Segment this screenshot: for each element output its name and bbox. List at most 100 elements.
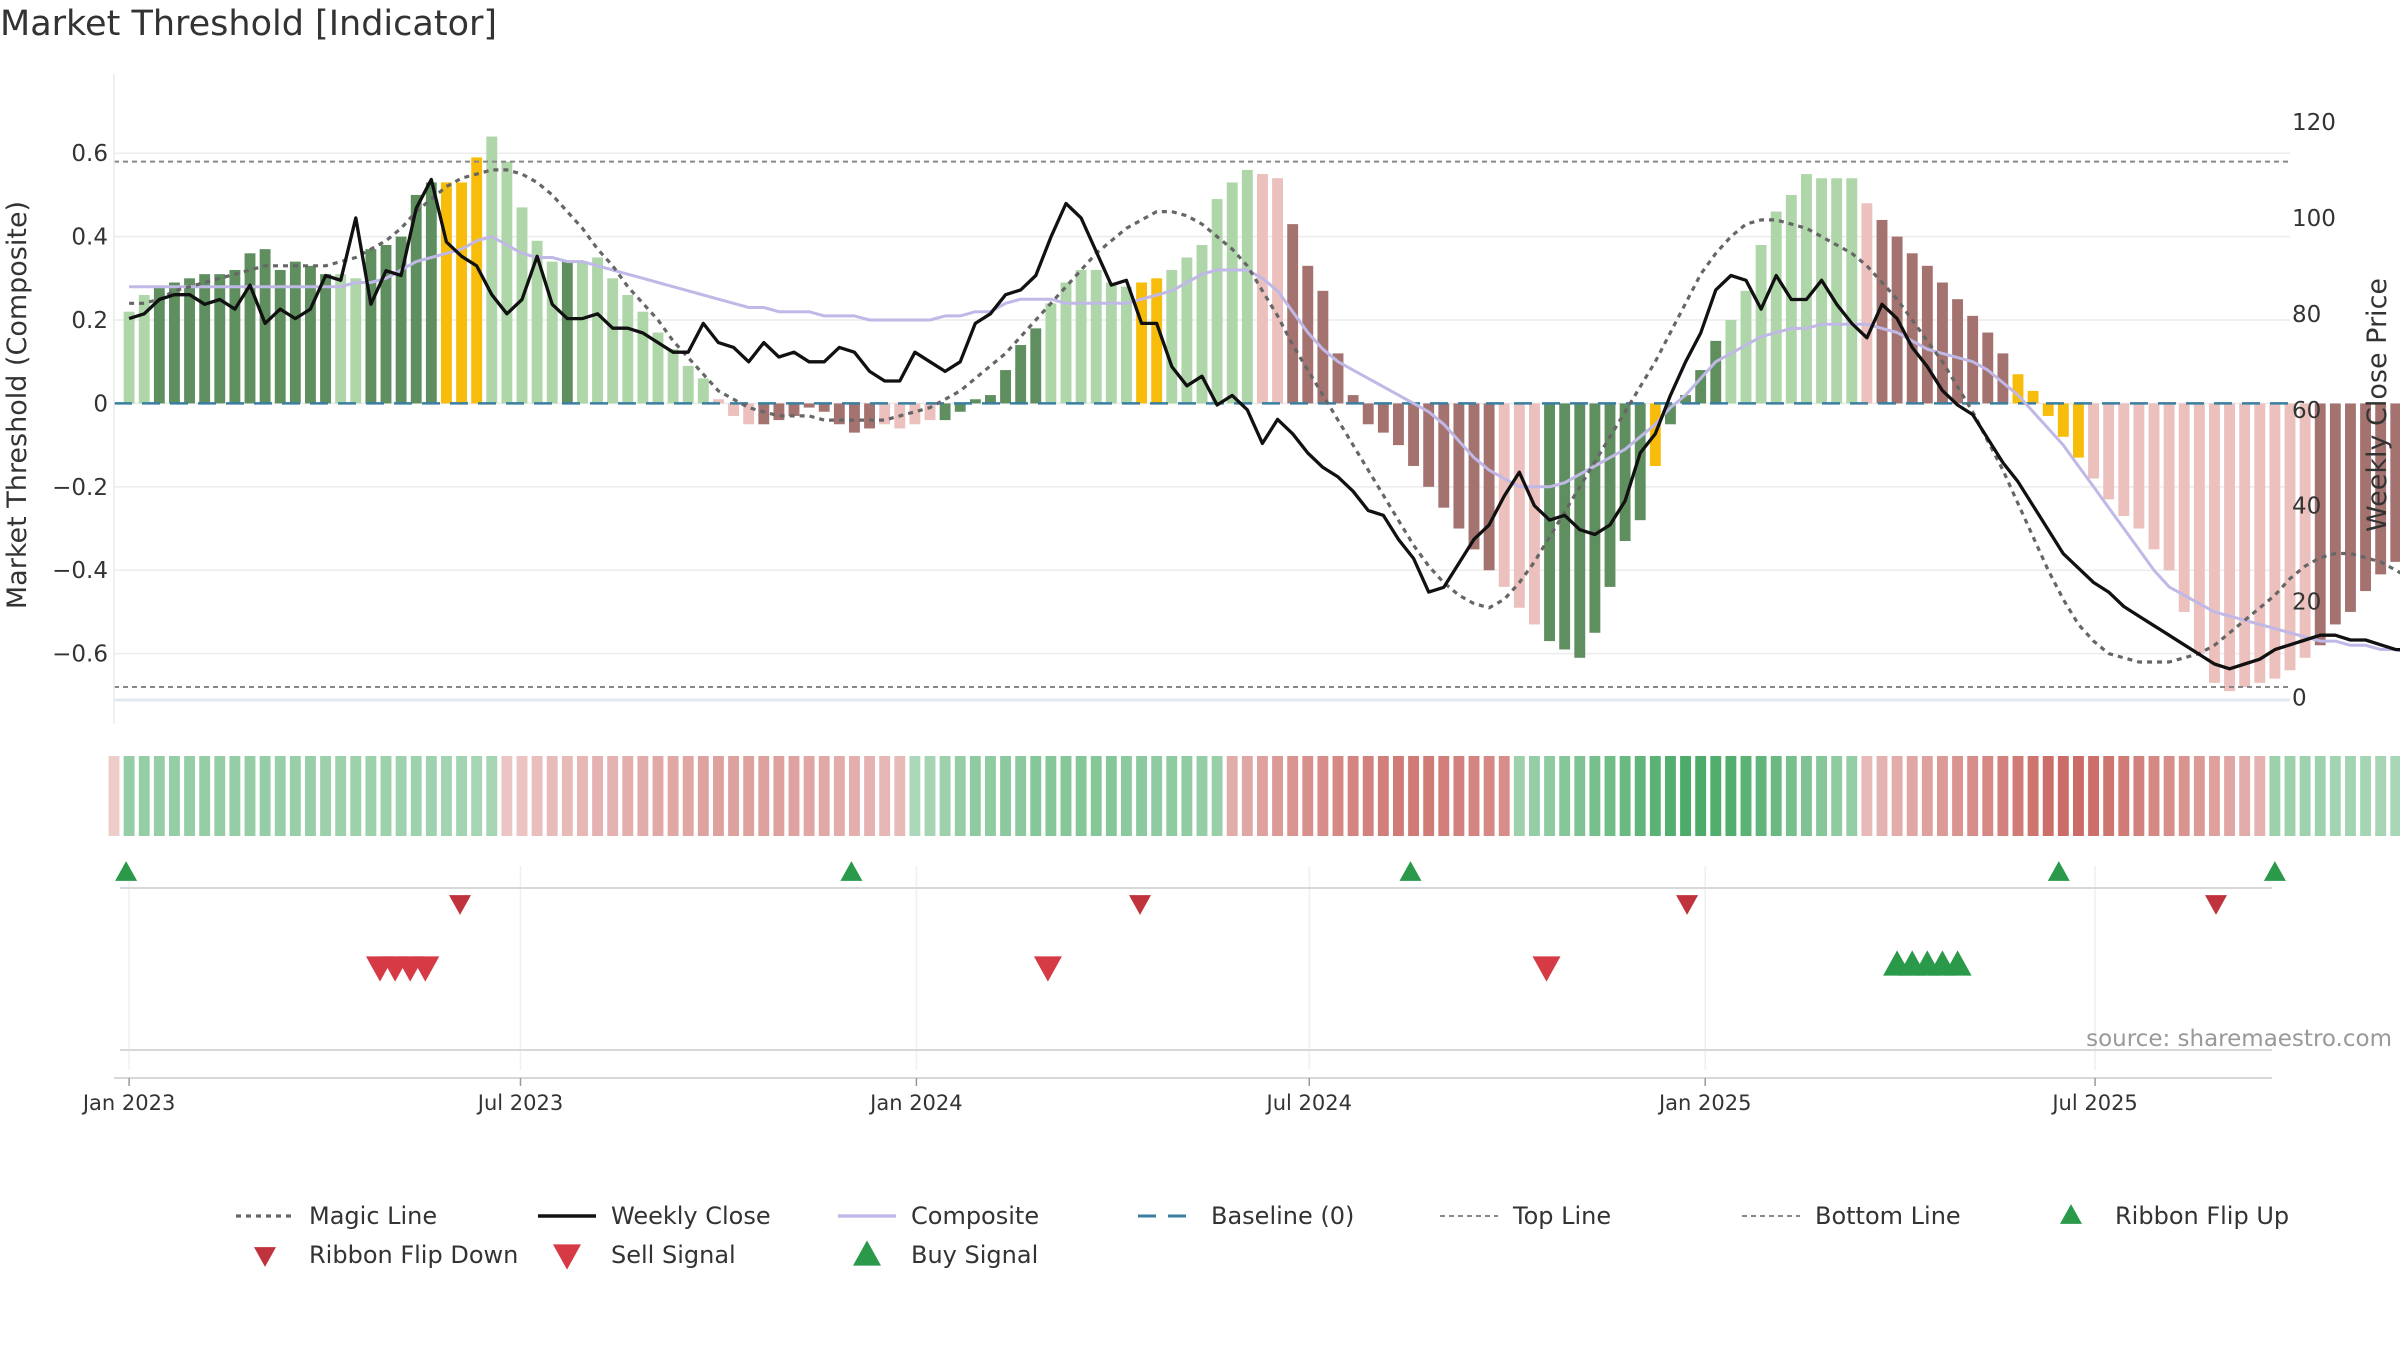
composite-bar: [1770, 211, 1782, 404]
composite-bar: [1529, 403, 1540, 625]
ribbon-cell: [2375, 756, 2387, 836]
composite-bar: [924, 403, 936, 421]
legend-item: Composite: [838, 1202, 1039, 1230]
ribbon-cell: [561, 756, 573, 836]
composite-bar: [1196, 244, 1208, 404]
composite-bar: [2088, 403, 2099, 479]
ribbon-cell: [2209, 756, 2220, 836]
ribbon-flip-up-marker: [115, 861, 138, 881]
ribbon-cell: [909, 756, 921, 836]
ribbon-cell: [2269, 756, 2281, 836]
ribbon-cell: [803, 756, 815, 836]
y-tick-label: −0.4: [52, 558, 108, 584]
legend-label: Ribbon Flip Up: [2115, 1202, 2289, 1230]
composite-bar: [169, 282, 180, 404]
composite-bar: [1982, 332, 1994, 404]
ribbon-cell: [1257, 756, 1268, 836]
ribbon-cell: [1196, 756, 1208, 836]
composite-bar: [486, 136, 498, 404]
legend-label: Bottom Line: [1815, 1202, 1961, 1230]
composite-bar: [954, 403, 966, 412]
ribbon-cell: [728, 756, 739, 836]
composite-bar: [1423, 403, 1435, 487]
y-right-tick-label: 100: [2292, 206, 2336, 232]
ribbon-cell: [1937, 756, 1948, 836]
ribbon-cell: [1377, 756, 1389, 836]
x-tick-label: Jul 2025: [2050, 1091, 2137, 1115]
composite-bar: [244, 253, 256, 404]
ribbon-cell: [1710, 756, 1722, 836]
ribbon-cell: [259, 756, 271, 836]
composite-bar: [1710, 340, 1722, 404]
ribbon-cell: [471, 756, 483, 836]
ribbon-flip-up-marker: [2263, 861, 2286, 881]
ribbon-cell: [1665, 756, 1676, 836]
composite-bar: [425, 182, 437, 404]
source-label: source: sharemaestro.com: [2086, 1026, 2392, 1052]
ribbon-cell: [713, 756, 724, 836]
composite-bar: [561, 261, 573, 404]
ribbon-cell: [123, 756, 135, 836]
legend-item: Ribbon Flip Up: [2060, 1202, 2289, 1230]
ribbon-cell: [2073, 756, 2084, 836]
composite-bar: [1846, 178, 1858, 404]
ribbon-cell: [1105, 756, 1117, 836]
composite-bar: [1952, 299, 1963, 404]
ribbon-cell: [456, 756, 467, 836]
ribbon-cell: [637, 756, 649, 836]
buy-signal-marker: [1943, 950, 1972, 976]
legend-label: Weekly Close: [611, 1202, 771, 1230]
composite-bar: [1166, 269, 1178, 404]
composite-bar: [1045, 303, 1057, 404]
ribbon-cell: [607, 756, 619, 836]
ribbon-cell: [1136, 756, 1147, 836]
composite-bar: [199, 274, 211, 404]
ribbon-cell: [939, 756, 951, 836]
composite-bar: [1544, 403, 1555, 642]
ribbon-cell: [365, 756, 377, 836]
composite-bar: [985, 395, 996, 404]
ribbon-cell: [2329, 756, 2341, 836]
composite-bar: [577, 261, 588, 404]
ribbon-cell: [1423, 756, 1435, 836]
ribbon-cell: [1801, 756, 1812, 836]
ribbon-cell: [2314, 756, 2326, 836]
composite-bar: [743, 403, 755, 425]
composite-bar: [501, 161, 513, 404]
sell-signal-marker: [411, 956, 440, 982]
composite-bar: [1226, 182, 1238, 404]
composite-bar: [909, 403, 921, 425]
legend-item: Top Line: [1440, 1202, 1611, 1230]
composite-bar: [2239, 403, 2251, 687]
composite-bar: [2042, 403, 2054, 416]
ribbon-cell: [1075, 756, 1087, 836]
composite-bar: [2375, 403, 2387, 575]
ribbon-cell: [758, 756, 770, 836]
ribbon-cell: [1000, 756, 1011, 836]
composite-bar: [1589, 403, 1601, 633]
composite-bar: [2224, 403, 2235, 692]
composite-bar: [592, 257, 603, 404]
ribbon-cell: [1574, 756, 1586, 836]
ribbon-cell: [833, 756, 845, 836]
legend-item: Sell Signal: [553, 1241, 736, 1270]
ribbon-cell: [486, 756, 498, 836]
ribbon-flip-down-marker: [449, 895, 471, 915]
composite-bar: [2299, 403, 2311, 658]
composite-bar: [1937, 282, 1948, 404]
ribbon-flip-down-marker: [2205, 895, 2227, 915]
ribbon-cell: [1393, 756, 1404, 836]
composite-bar: [184, 278, 195, 404]
ribbon-cell: [2193, 756, 2205, 836]
ribbon-cell: [531, 756, 543, 836]
ribbon-cell: [274, 756, 286, 836]
x-axis: Jan 2023 Jul 2023 Jan 2024 Jul 2024 Jan 2025…: [81, 1077, 2272, 1115]
legend-label: Magic Line: [309, 1202, 437, 1230]
composite-bar: [1408, 403, 1419, 466]
y-right-tick-label: 40: [2292, 494, 2321, 520]
composite-bar: [2269, 403, 2281, 679]
composite-bar: [1000, 370, 1011, 404]
composite-bar: [2284, 403, 2296, 671]
ribbon-cell: [2027, 756, 2039, 836]
ribbon-cell: [2163, 756, 2175, 836]
